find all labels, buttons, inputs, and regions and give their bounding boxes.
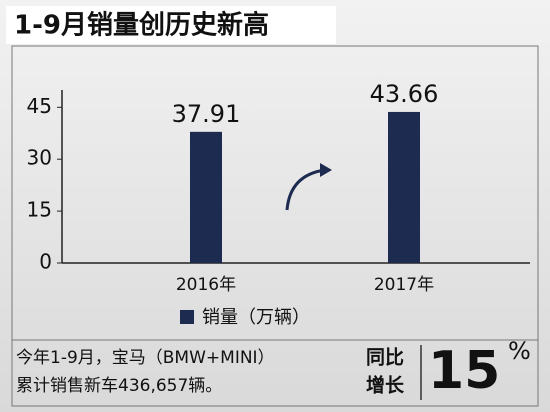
summary-line: 累计销售新车436,657辆。	[16, 376, 222, 396]
growth-unit: %	[508, 337, 531, 365]
title-band	[6, 6, 336, 44]
x-tick-label: 2017年	[374, 275, 434, 295]
y-tick-label: 0	[39, 250, 52, 274]
value-label: 43.66	[370, 80, 439, 108]
chart-title: 1-9月销量创历史新高	[14, 10, 269, 41]
bar	[190, 131, 222, 263]
summary-line: 今年1-9月，宝马（BMW+MINI）	[16, 348, 275, 368]
growth-label: 增长	[366, 374, 405, 397]
y-tick-label: 45	[27, 94, 52, 118]
legend-swatch	[180, 310, 194, 324]
legend-label: 销量（万辆）	[202, 307, 310, 328]
y-tick-label: 30	[27, 146, 52, 170]
y-tick-label: 15	[27, 198, 52, 222]
summary-frame	[11, 339, 539, 407]
bar	[388, 111, 420, 263]
trend-arrow-head	[320, 163, 332, 177]
x-tick-label: 2016年	[176, 275, 236, 295]
growth-value: 15	[428, 341, 500, 401]
trend-arrow	[285, 168, 326, 211]
growth-label: 同比	[366, 347, 404, 369]
value-label: 37.91	[172, 100, 241, 128]
